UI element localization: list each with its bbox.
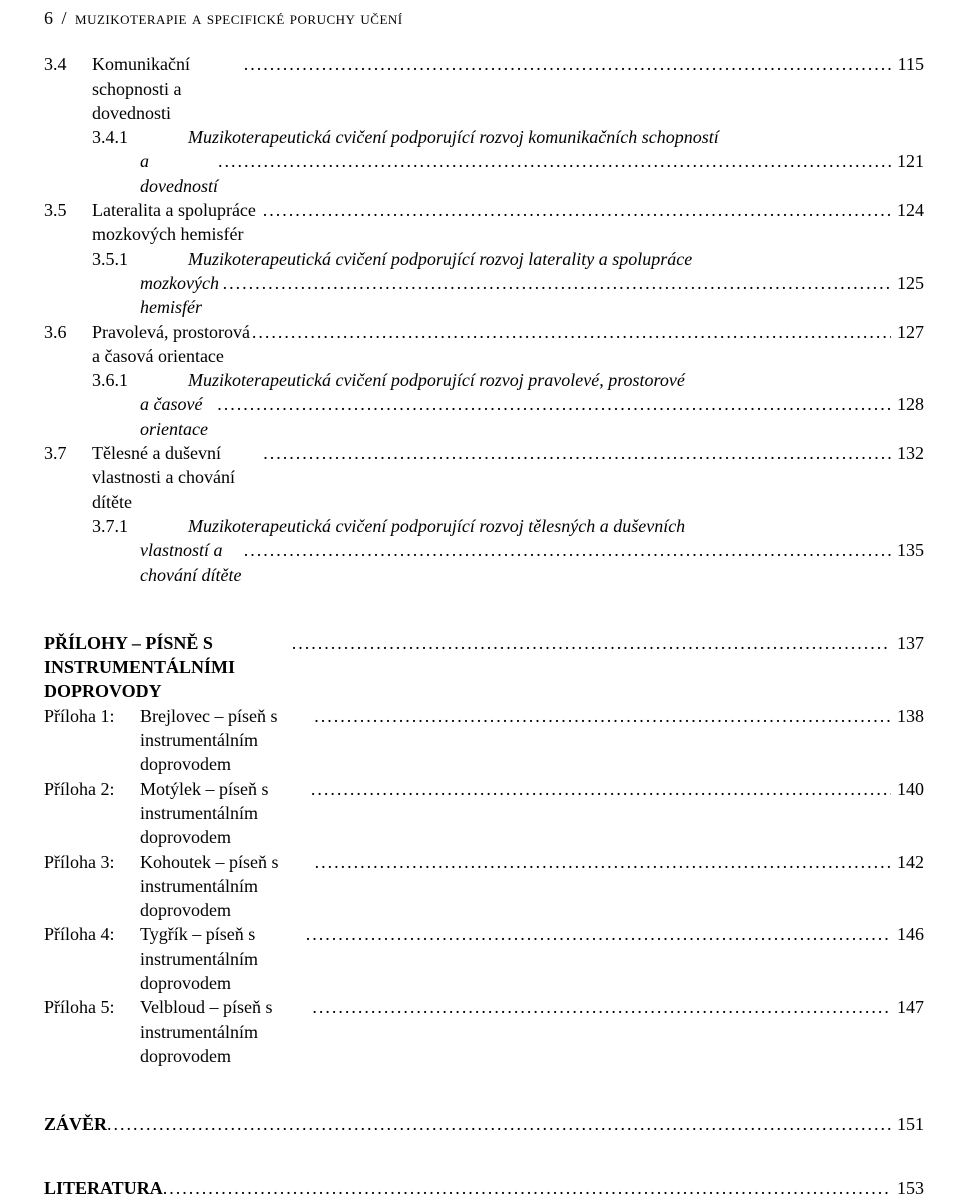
toc-entry-3-7: 3.7 Tělesné a duševní vlastnosti a chová… xyxy=(44,441,924,514)
toc-title: mozkových hemisfér xyxy=(140,271,223,320)
toc-title: Muzikoterapeutická cvičení podporující r… xyxy=(188,125,719,149)
toc-page: 151 xyxy=(891,1112,924,1136)
toc-page: 121 xyxy=(891,149,924,173)
toc-leader xyxy=(244,52,892,76)
prilohy-heading-line: PŘÍLOHY – PÍSNĚ S INSTRUMENTÁLNÍMI DOPRO… xyxy=(44,631,924,704)
prilohy-heading: PŘÍLOHY – PÍSNĚ S INSTRUMENTÁLNÍMI DOPRO… xyxy=(44,631,292,704)
toc-leader xyxy=(315,850,891,874)
literatura-label: LITERATURA xyxy=(44,1176,163,1200)
priloha-entry-5: Příloha 5: Velbloud – píseň s instrument… xyxy=(44,995,924,1068)
toc-title: Lateralita a spolupráce mozkových hemisf… xyxy=(92,198,263,247)
priloha-title: Tygřík – píseň s instrumentálním doprovo… xyxy=(140,922,306,995)
toc-title: a časové orientace xyxy=(140,392,217,441)
header-separator: / xyxy=(58,8,71,28)
toc-leader xyxy=(218,149,891,173)
toc-page: 128 xyxy=(891,392,924,416)
priloha-label: Příloha 4: xyxy=(44,922,140,946)
toc-leader xyxy=(311,777,891,801)
running-title: muzikoterapie a specifické poruchy učení xyxy=(75,8,403,28)
toc-page: 142 xyxy=(891,850,924,874)
priloha-entry-4: Příloha 4: Tygřík – píseň s instrumentál… xyxy=(44,922,924,995)
toc-page: 147 xyxy=(891,995,924,1019)
toc-page: 153 xyxy=(891,1176,924,1200)
priloha-title: Motýlek – píseň s instrumentálním doprov… xyxy=(140,777,311,850)
toc-number: 3.5 xyxy=(44,198,92,222)
toc-number: 3.6 xyxy=(44,320,92,344)
toc-number: 3.6.1 xyxy=(44,368,188,392)
literatura-line: LITERATURA 153 xyxy=(44,1176,924,1200)
toc-leader xyxy=(223,271,891,295)
toc-leader xyxy=(163,1176,891,1200)
toc-entry-3-7-1-line2: vlastností a chování dítěte 135 xyxy=(44,538,924,587)
toc-entry-3-5-1-line1: 3.5.1 Muzikoterapeutická cvičení podporu… xyxy=(44,247,924,271)
section-gap xyxy=(44,1136,924,1176)
toc-page: 125 xyxy=(891,271,924,295)
toc-page: 127 xyxy=(891,320,924,344)
toc-page: 135 xyxy=(891,538,924,562)
toc-entry-3-4-1-line2: a dovedností 121 xyxy=(44,149,924,198)
toc-entry-3-4-1-line1: 3.4.1 Muzikoterapeutická cvičení podporu… xyxy=(44,125,924,149)
toc-leader xyxy=(217,392,891,416)
section-gap xyxy=(44,587,924,631)
priloha-title: Velbloud – píseň s instrumentálním dopro… xyxy=(140,995,312,1068)
toc-page: 138 xyxy=(891,704,924,728)
toc-entry-3-4: 3.4 Komunikační schopnosti a dovednosti … xyxy=(44,52,924,125)
page-container: 6 / muzikoterapie a specifické poruchy u… xyxy=(0,0,960,1201)
page-number: 6 xyxy=(44,8,53,28)
toc-title: vlastností a chování dítěte xyxy=(140,538,244,587)
toc-entry-3-5-1-line2: mozkových hemisfér 125 xyxy=(44,271,924,320)
toc-page: 146 xyxy=(891,922,924,946)
toc-title: Komunikační schopnosti a dovednosti xyxy=(92,52,244,125)
priloha-entry-3: Příloha 3: Kohoutek – píseň s instrument… xyxy=(44,850,924,923)
toc-title: Tělesné a duševní vlastnosti a chování d… xyxy=(92,441,263,514)
toc-number: 3.7.1 xyxy=(44,514,188,538)
toc-number: 3.4.1 xyxy=(44,125,188,149)
toc-page: 140 xyxy=(891,777,924,801)
toc-leader xyxy=(263,198,891,222)
toc-leader xyxy=(292,631,891,655)
toc-entry-3-6: 3.6 Pravolevá, prostorová a časová orien… xyxy=(44,320,924,369)
toc-leader xyxy=(252,320,891,344)
toc-leader xyxy=(314,704,891,728)
toc-leader xyxy=(107,1112,891,1136)
priloha-label: Příloha 1: xyxy=(44,704,140,728)
toc-page: 115 xyxy=(892,52,924,76)
toc-entry-3-6-1-line2: a časové orientace 128 xyxy=(44,392,924,441)
toc-title: Muzikoterapeutická cvičení podporující r… xyxy=(188,368,685,392)
toc-number: 3.5.1 xyxy=(44,247,188,271)
zaver-line: ZÁVĚR 151 xyxy=(44,1112,924,1136)
zaver-label: ZÁVĚR xyxy=(44,1112,107,1136)
toc-leader xyxy=(306,922,891,946)
toc-page: 132 xyxy=(891,441,924,465)
toc-leader xyxy=(263,441,891,465)
priloha-label: Příloha 2: xyxy=(44,777,140,801)
running-header: 6 / muzikoterapie a specifické poruchy u… xyxy=(44,0,924,52)
toc-number: 3.7 xyxy=(44,441,92,465)
priloha-label: Příloha 5: xyxy=(44,995,140,1019)
toc-entry-3-5: 3.5 Lateralita a spolupráce mozkových he… xyxy=(44,198,924,247)
priloha-entry-1: Příloha 1: Brejlovec – píseň s instrumen… xyxy=(44,704,924,777)
toc-title: Muzikoterapeutická cvičení podporující r… xyxy=(188,514,685,538)
priloha-title: Brejlovec – píseň s instrumentálním dopr… xyxy=(140,704,314,777)
toc-page: 137 xyxy=(891,631,924,655)
section-gap xyxy=(44,1068,924,1112)
priloha-label: Příloha 3: xyxy=(44,850,140,874)
toc-entry-3-6-1-line1: 3.6.1 Muzikoterapeutická cvičení podporu… xyxy=(44,368,924,392)
toc-page: 124 xyxy=(891,198,924,222)
toc-number: 3.4 xyxy=(44,52,92,76)
toc-leader xyxy=(312,995,891,1019)
toc-title: Pravolevá, prostorová a časová orientace xyxy=(92,320,252,369)
priloha-entry-2: Příloha 2: Motýlek – píseň s instrumentá… xyxy=(44,777,924,850)
priloha-title: Kohoutek – píseň s instrumentálním dopro… xyxy=(140,850,315,923)
toc-title: a dovedností xyxy=(140,149,218,198)
toc-entry-3-7-1-line1: 3.7.1 Muzikoterapeutická cvičení podporu… xyxy=(44,514,924,538)
toc-leader xyxy=(244,538,891,562)
toc-title: Muzikoterapeutická cvičení podporující r… xyxy=(188,247,692,271)
